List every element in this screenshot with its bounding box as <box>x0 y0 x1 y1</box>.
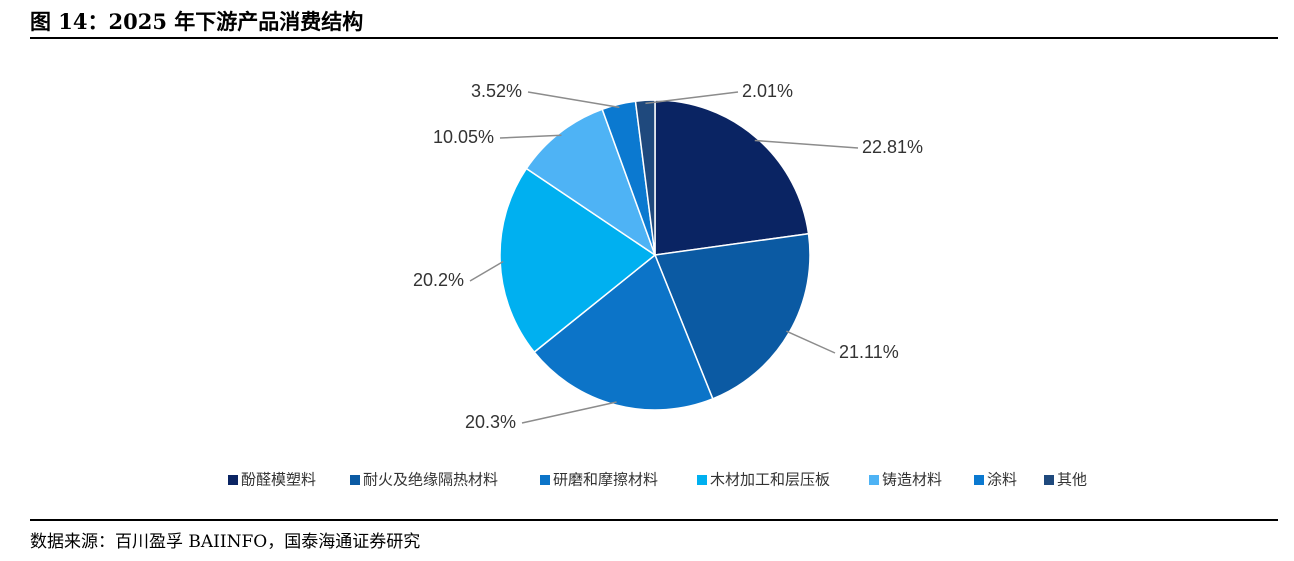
legend-item-3: 研磨和摩擦材料 <box>540 471 658 489</box>
legend-swatch <box>697 475 707 485</box>
pie-slice-7 <box>634 99 656 256</box>
legend-swatch <box>974 475 984 485</box>
bottom-rule <box>30 519 1278 521</box>
legend-swatch <box>540 475 550 485</box>
legend-swatch <box>869 475 879 485</box>
legend-item-5: 铸造材料 <box>869 471 942 489</box>
pie-slice-1 <box>654 99 810 256</box>
source-note: 数据来源：百川盈孚 BAIINFO，国泰海通证券研究 <box>30 532 421 552</box>
data-label-1: 22.81% <box>862 137 923 157</box>
leader-line-1 <box>754 139 859 149</box>
legend-swatch <box>350 475 360 485</box>
pie-slice-4 <box>499 167 657 354</box>
leader-line-5 <box>499 134 562 139</box>
legend-item-2: 耐火及绝缘隔热材料 <box>350 471 498 489</box>
data-label-5: 10.05% <box>433 127 494 147</box>
legend-label: 耐火及绝缘隔热材料 <box>363 471 498 489</box>
legend-item-1: 酚醛模塑料 <box>228 471 316 489</box>
legend-swatch <box>228 475 238 485</box>
leader-line-3 <box>521 401 617 424</box>
pie-slice-5 <box>525 108 657 257</box>
pie-slice-3 <box>533 253 714 411</box>
leader-line-6 <box>527 91 620 109</box>
data-label-4: 20.2% <box>413 270 464 290</box>
data-label-6: 3.52% <box>471 81 522 101</box>
legend-swatch <box>1044 475 1054 485</box>
legend-label: 木材加工和层压板 <box>710 471 830 489</box>
legend-label: 研磨和摩擦材料 <box>553 471 658 489</box>
leader-line-7 <box>645 91 739 105</box>
legend-item-4: 木材加工和层压板 <box>697 471 830 489</box>
legend-label: 铸造材料 <box>882 471 942 489</box>
data-label-2: 21.11% <box>839 342 899 362</box>
legend-label: 涂料 <box>987 471 1017 489</box>
top-rule <box>30 37 1278 39</box>
data-label-7: 2.01% <box>742 81 793 101</box>
legend-label: 酚醛模塑料 <box>241 471 316 489</box>
legend-item-7: 其他 <box>1044 471 1087 489</box>
legend-label: 其他 <box>1057 471 1087 489</box>
leader-line-4 <box>469 260 504 282</box>
data-label-3: 20.3% <box>465 412 516 432</box>
figure-title: 图 14：2025 年下游产品消费结构 <box>30 9 364 34</box>
legend-item-6: 涂料 <box>974 471 1017 489</box>
leader-line-2 <box>786 330 836 354</box>
